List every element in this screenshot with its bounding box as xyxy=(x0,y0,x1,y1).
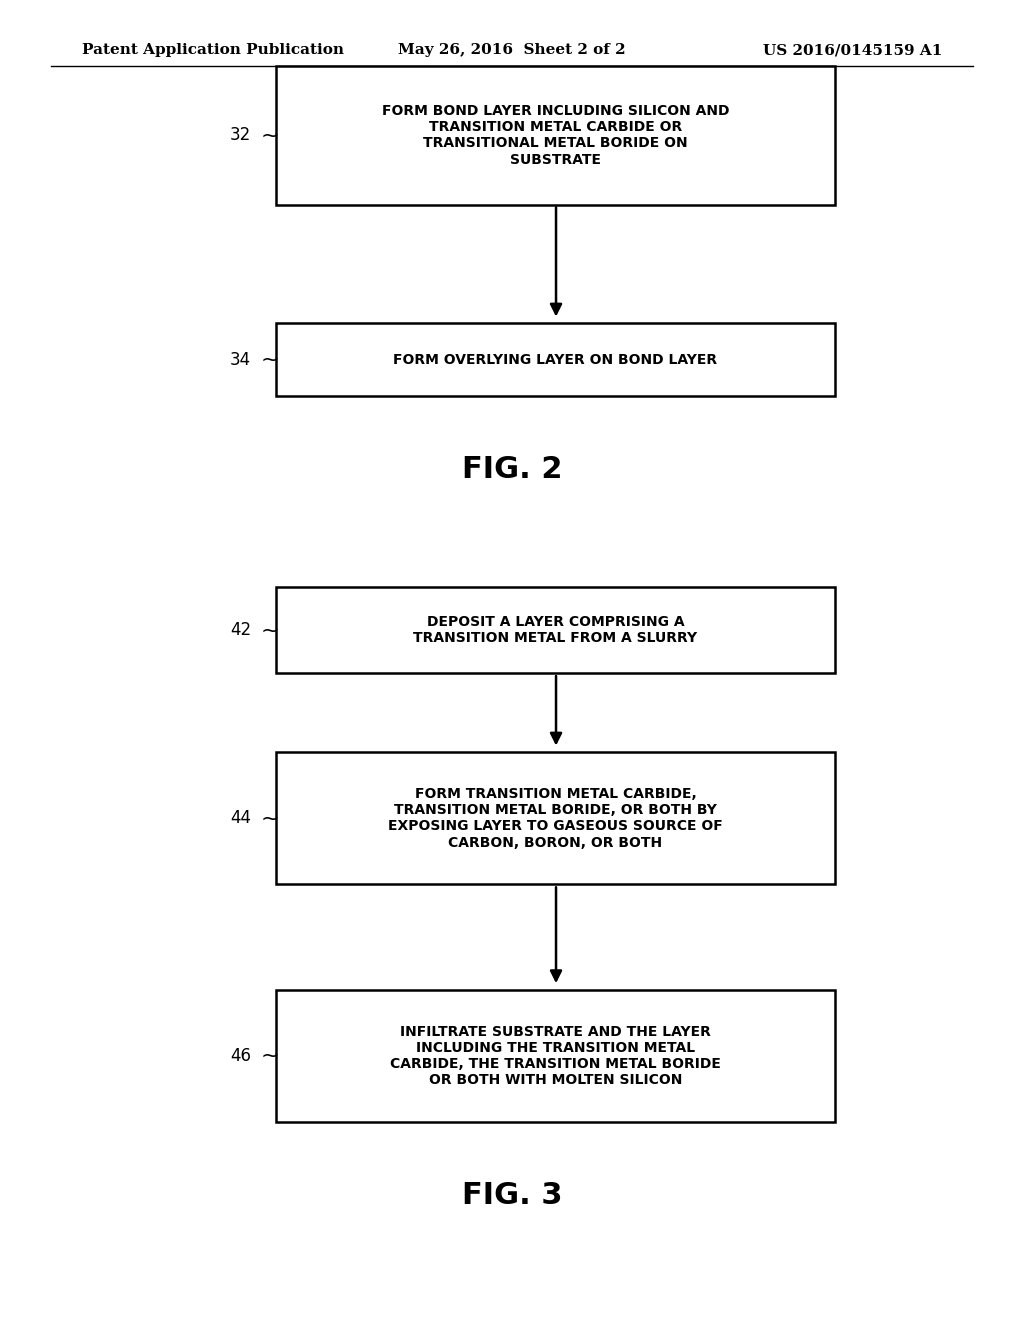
Text: ~: ~ xyxy=(261,125,280,145)
Text: INFILTRATE SUBSTRATE AND THE LAYER
INCLUDING THE TRANSITION METAL
CARBIDE, THE T: INFILTRATE SUBSTRATE AND THE LAYER INCLU… xyxy=(390,1024,721,1088)
Text: 32: 32 xyxy=(229,127,251,144)
Text: ~: ~ xyxy=(261,808,280,829)
Text: ~: ~ xyxy=(261,620,280,640)
Bar xyxy=(276,66,835,205)
Text: 34: 34 xyxy=(229,351,251,368)
Bar xyxy=(276,323,835,396)
Text: 42: 42 xyxy=(229,622,251,639)
Text: FORM OVERLYING LAYER ON BOND LAYER: FORM OVERLYING LAYER ON BOND LAYER xyxy=(393,352,718,367)
Text: FORM BOND LAYER INCLUDING SILICON AND
TRANSITION METAL CARBIDE OR
TRANSITIONAL M: FORM BOND LAYER INCLUDING SILICON AND TR… xyxy=(382,104,729,166)
Text: FIG. 3: FIG. 3 xyxy=(462,1181,562,1210)
Text: May 26, 2016  Sheet 2 of 2: May 26, 2016 Sheet 2 of 2 xyxy=(398,44,626,57)
Text: FORM TRANSITION METAL CARBIDE,
TRANSITION METAL BORIDE, OR BOTH BY
EXPOSING LAYE: FORM TRANSITION METAL CARBIDE, TRANSITIO… xyxy=(388,787,723,850)
Text: 44: 44 xyxy=(229,809,251,828)
Text: DEPOSIT A LAYER COMPRISING A
TRANSITION METAL FROM A SLURRY: DEPOSIT A LAYER COMPRISING A TRANSITION … xyxy=(414,615,697,645)
Text: ~: ~ xyxy=(261,1045,280,1067)
Text: 46: 46 xyxy=(229,1047,251,1065)
Bar xyxy=(276,752,835,884)
Text: FIG. 2: FIG. 2 xyxy=(462,455,562,484)
Bar xyxy=(276,587,835,673)
Bar xyxy=(276,990,835,1122)
Text: Patent Application Publication: Patent Application Publication xyxy=(82,44,344,57)
Text: US 2016/0145159 A1: US 2016/0145159 A1 xyxy=(763,44,942,57)
Text: ~: ~ xyxy=(261,350,280,370)
